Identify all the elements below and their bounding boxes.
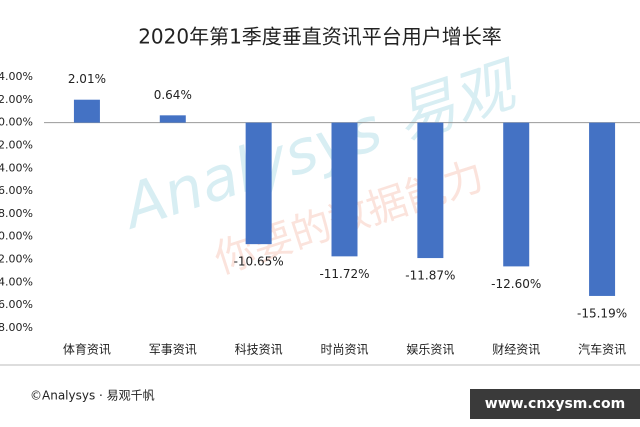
y-tick-label: -18.00% bbox=[0, 321, 33, 334]
x-tick-label: 军事资讯 bbox=[149, 343, 197, 357]
x-tick-label: 汽车资讯 bbox=[578, 342, 626, 357]
bar bbox=[589, 122, 616, 296]
chart-title: 2020年第1季度垂直资讯平台用户增长率 bbox=[138, 25, 502, 49]
y-tick-label: 2.00% bbox=[0, 93, 33, 106]
bar bbox=[159, 115, 186, 123]
x-tick-label: 科技资讯 bbox=[235, 343, 283, 357]
data-label: -11.87% bbox=[405, 269, 455, 283]
x-tick-label: 财经资讯 bbox=[492, 343, 540, 357]
x-tick-label: 时尚资讯 bbox=[320, 343, 368, 357]
y-tick-label: 0.00% bbox=[0, 116, 33, 129]
data-label: -15.19% bbox=[577, 306, 627, 320]
site-badge bbox=[470, 389, 640, 419]
y-tick-label: -4.00% bbox=[0, 161, 33, 174]
y-tick-label: -12.00% bbox=[0, 253, 33, 266]
y-tick-label: -6.00% bbox=[0, 184, 33, 197]
bar bbox=[245, 122, 272, 245]
data-label: 0.64% bbox=[154, 88, 192, 102]
site: www.cnxysm.com bbox=[485, 396, 625, 412]
data-label: -12.60% bbox=[491, 277, 541, 291]
y-tick-label: -14.00% bbox=[0, 275, 33, 288]
bar bbox=[503, 122, 530, 267]
x-tick-label: 体育资讯 bbox=[63, 342, 111, 357]
y-tick-label: -2.00% bbox=[0, 138, 33, 151]
y-tick-label: -10.00% bbox=[0, 230, 33, 243]
y-tick-label: -16.00% bbox=[0, 298, 33, 311]
data-label: 2.01% bbox=[68, 72, 106, 86]
x-tick-label: 娱乐资讯 bbox=[406, 343, 454, 357]
source: ©Analysys · 易观千帆 bbox=[30, 388, 155, 403]
y-tick-label: -8.00% bbox=[0, 207, 33, 220]
data-label: -11.72% bbox=[319, 267, 369, 281]
y-tick-label: 4.00% bbox=[0, 70, 33, 83]
bar bbox=[73, 99, 100, 123]
bar bbox=[417, 122, 444, 259]
data-label: -10.65% bbox=[234, 255, 284, 269]
bar bbox=[331, 122, 358, 257]
